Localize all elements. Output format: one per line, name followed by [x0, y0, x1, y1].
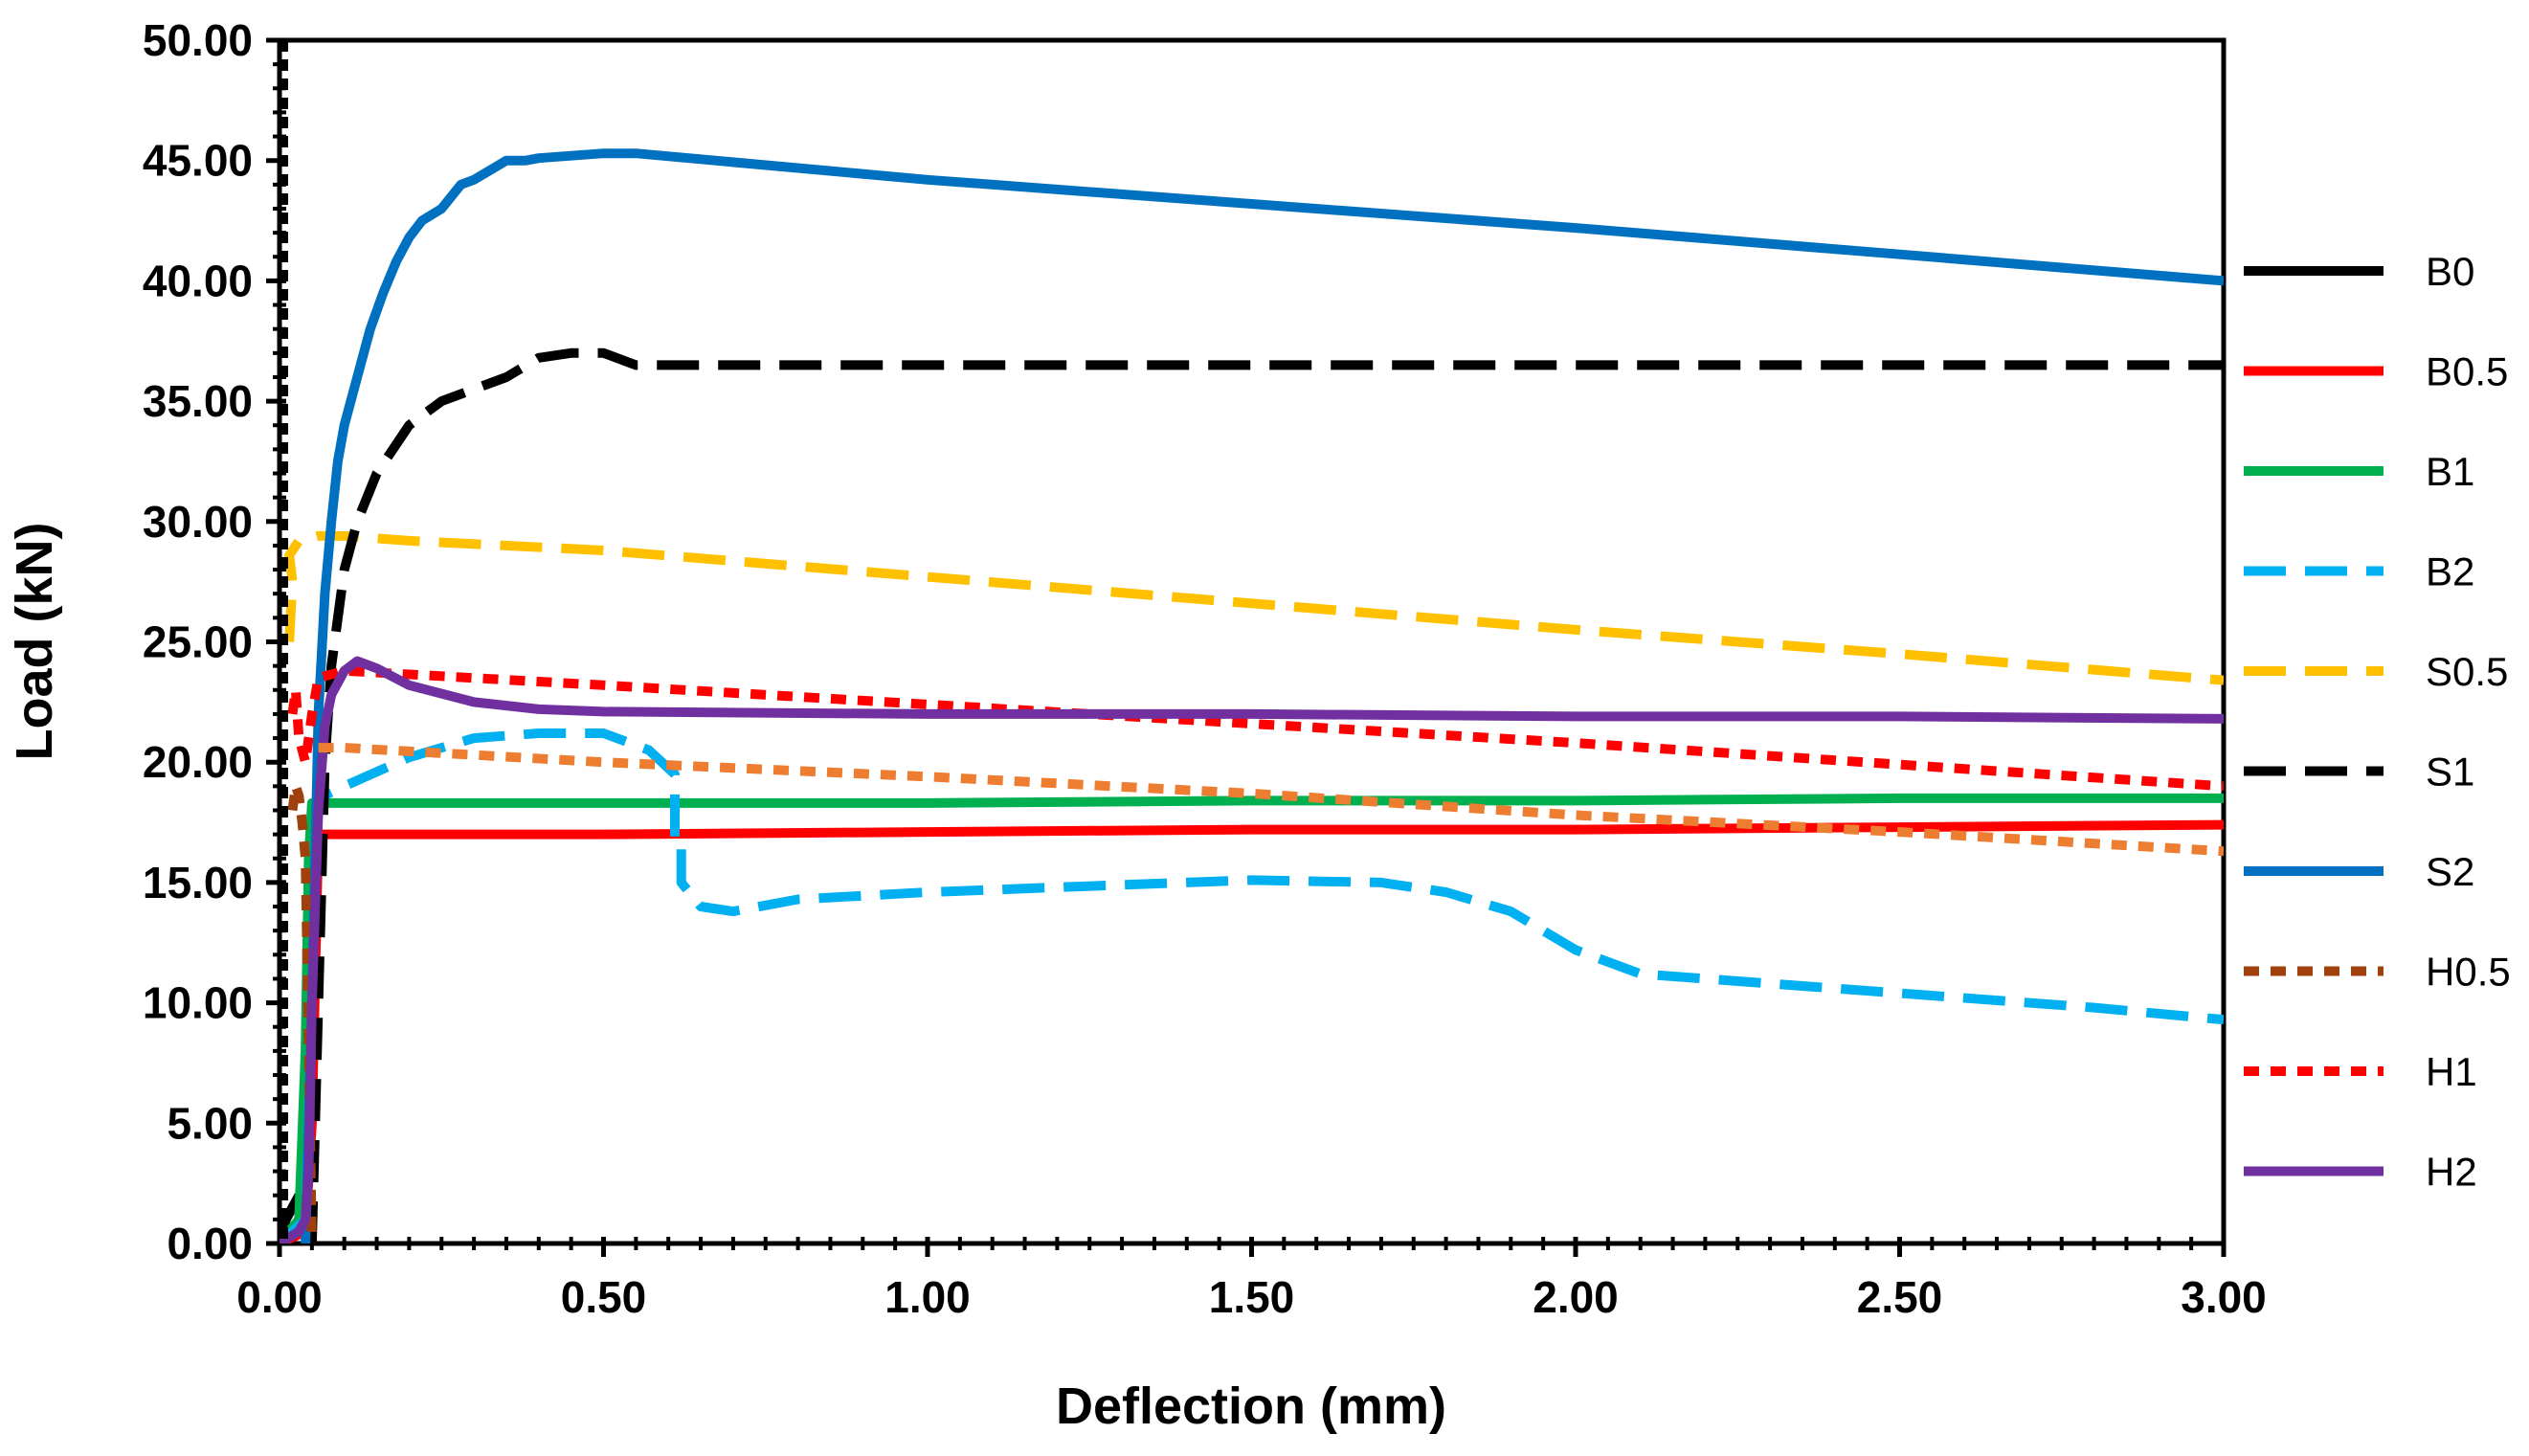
x-axis-title: Deflection (mm) [1056, 1378, 1446, 1435]
series-line-b2 [280, 728, 2224, 1243]
legend: B0 B0.5 B1 B2 S0.5 S1 S2 H0.5 H1 H2 [2244, 249, 2511, 1195]
legend-label: H0.5 [2426, 950, 2511, 995]
y-tick-label: 40.00 [143, 256, 253, 305]
series-line-h2 [280, 656, 2224, 1243]
y-axis-title: Load (kN) [6, 523, 63, 761]
y-tick-label: 30.00 [143, 497, 253, 547]
x-tick-label: 1.00 [884, 1272, 971, 1322]
x-tick-label: 0.00 [236, 1272, 323, 1322]
series-layer [279, 40, 2224, 1243]
legend-label: S0.5 [2426, 649, 2508, 694]
x-tick-label: 3.00 [2181, 1272, 2267, 1322]
x-tick-label: 0.50 [561, 1272, 647, 1322]
series-line-s0-5 [284, 530, 2224, 685]
series-line-s2 [301, 148, 2224, 1243]
y-tick-label: 10.00 [143, 978, 253, 1028]
y-tick-label: 5.00 [167, 1098, 253, 1148]
legend-label: B0 [2426, 249, 2474, 294]
x-tick-label: 1.50 [1209, 1272, 1295, 1322]
y-tick-label: 15.00 [143, 858, 253, 907]
y-tick-label: 0.00 [167, 1219, 253, 1268]
y-tick-label: 35.00 [143, 376, 253, 426]
legend-label: H1 [2426, 1049, 2477, 1094]
series-line-orange-dotted [318, 743, 2224, 857]
y-tick-label: 20.00 [143, 737, 253, 787]
legend-label: S1 [2426, 750, 2474, 795]
series-line-h0-5 [287, 781, 317, 1243]
legend-label: B1 [2426, 449, 2474, 494]
legend-label: H2 [2426, 1150, 2477, 1195]
legend-label: B2 [2426, 549, 2474, 594]
x-tick-label: 2.00 [1533, 1272, 1619, 1322]
legend-label: B0.5 [2426, 349, 2508, 394]
x-tick-label: 2.50 [1857, 1272, 1943, 1322]
tick-labels: 0.00 0.50 1.00 1.50 2.00 2.50 3.00 0.00 5.00 10.0… [143, 15, 2267, 1322]
series-line-s1 [306, 347, 2224, 1243]
y-tick-label: 50.00 [143, 15, 253, 65]
legend-label: S2 [2426, 849, 2474, 894]
series-line-b1 [280, 793, 2224, 1243]
y-tick-label: 45.00 [143, 136, 253, 186]
y-tick-label: 25.00 [143, 617, 253, 667]
